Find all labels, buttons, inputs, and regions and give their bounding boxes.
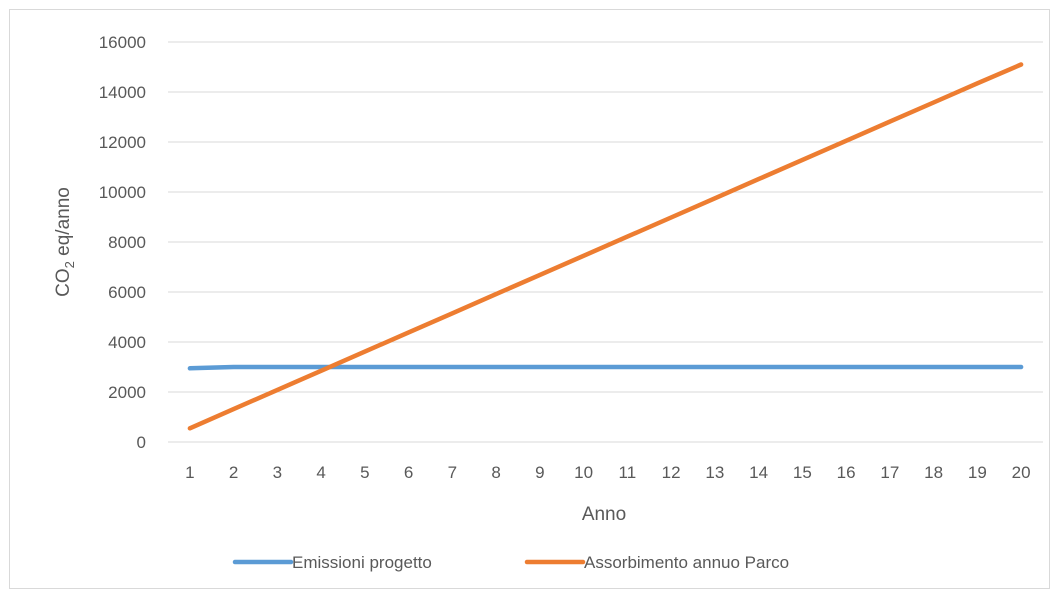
legend-item: Assorbimento annuo Parco xyxy=(524,553,789,572)
y-tick-label: 4000 xyxy=(108,333,146,352)
x-tick-label: 10 xyxy=(574,463,593,482)
x-tick-label: 20 xyxy=(1012,463,1031,482)
y-tick-label: 12000 xyxy=(99,133,146,152)
x-tick-label: 16 xyxy=(837,463,856,482)
x-tick-label: 8 xyxy=(491,463,500,482)
y-tick-label: 0 xyxy=(137,433,146,452)
x-tick-label: 18 xyxy=(924,463,943,482)
x-tick-label: 5 xyxy=(360,463,369,482)
y-tick-label: 6000 xyxy=(108,283,146,302)
legend-item: Emissioni progetto xyxy=(232,553,432,572)
x-tick-label: 13 xyxy=(705,463,724,482)
y-tick-label: 8000 xyxy=(108,233,146,252)
x-tick-label: 2 xyxy=(229,463,238,482)
x-tick-label: 7 xyxy=(448,463,457,482)
y-tick-label: 2000 xyxy=(108,383,146,402)
x-tick-label: 11 xyxy=(619,463,637,482)
y-tick-label: 16000 xyxy=(99,33,146,52)
series-line-assorbimento-annuo-parco xyxy=(187,62,1024,431)
chart-area xyxy=(9,9,1050,589)
x-tick-label: 4 xyxy=(316,463,325,482)
x-tick-label: 17 xyxy=(880,463,899,482)
y-axis-title: CO2 eq/anno xyxy=(53,187,77,297)
legend-label: Emissioni progetto xyxy=(292,553,432,572)
series-line-emissioni-progetto xyxy=(187,364,1024,371)
y-axis-tick-labels: 0 2000 4000 6000 8000 10000 12000 14000 16000 xyxy=(99,33,146,452)
x-axis-tick-labels: 1 2 3 4 5 6 7 8 9 10 11 12 13 14 15 16 17 18 19 20 xyxy=(185,463,1030,482)
x-tick-label: 12 xyxy=(662,463,681,482)
x-tick-label: 1 xyxy=(185,463,194,482)
x-axis-title: Anno xyxy=(582,504,626,525)
x-tick-label: 3 xyxy=(273,463,282,482)
gridlines xyxy=(168,41,1043,443)
x-tick-label: 9 xyxy=(535,463,544,482)
x-tick-label: 6 xyxy=(404,463,413,482)
y-tick-label: 14000 xyxy=(99,83,146,102)
legend: Emissioni progetto Assorbimento annuo Par… xyxy=(232,553,789,572)
x-tick-label: 15 xyxy=(793,463,812,482)
series-lines xyxy=(187,62,1024,431)
y-tick-label: 10000 xyxy=(99,183,146,202)
x-tick-label: 14 xyxy=(749,463,768,482)
legend-label: Assorbimento annuo Parco xyxy=(584,553,789,572)
x-tick-label: 19 xyxy=(968,463,987,482)
